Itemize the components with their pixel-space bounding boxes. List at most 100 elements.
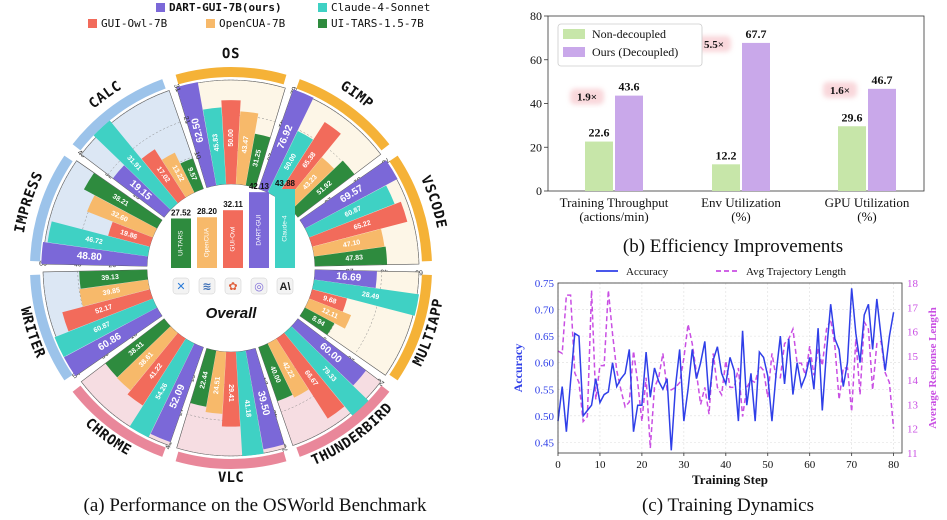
x-tick-label: 80 <box>888 459 900 471</box>
sector-ring <box>296 385 390 457</box>
grid-arc <box>354 271 383 355</box>
legend-swatch <box>318 3 327 12</box>
category-group: 12.2 67.7 5.5× Env Utilization(%) <box>697 27 781 224</box>
radial-bar <box>176 82 217 188</box>
bar-value-label: 43.6 <box>619 80 640 94</box>
bar <box>615 95 643 191</box>
radial-bar <box>150 343 204 443</box>
bar-value-label: 22.6 <box>589 126 610 140</box>
y-right-tick-label: 17 <box>907 302 919 314</box>
radial-bar <box>305 185 395 238</box>
radial-bar <box>305 298 352 329</box>
legend-label: Non-decoupled <box>592 27 666 41</box>
radial-bar <box>258 89 314 193</box>
overall-bar <box>223 210 243 268</box>
speedup-glow <box>697 35 731 52</box>
y-left-tick-label: 0.55 <box>535 384 555 396</box>
radial-bar <box>236 350 264 457</box>
radial-bar <box>258 343 293 402</box>
y-tick-label: 80 <box>530 9 542 23</box>
radial-tick-label: 31 <box>172 83 181 93</box>
bar <box>585 141 613 191</box>
training-dynamics-chart: 0 10 20 30 40 50 60 70 80 0.45 0.50 0.55 0.60 0.65 0.7… <box>511 266 939 487</box>
grid-arc <box>107 121 181 175</box>
sector-ring <box>296 79 390 151</box>
category-label: (actions/min) <box>579 209 648 224</box>
x-axis-label: Training Step <box>692 472 768 487</box>
overall-bar-group: 28.20 OpenCUA ≋ <box>197 207 218 295</box>
radial-bar-value: 39.13 <box>101 274 119 282</box>
bar-value-label: 12.2 <box>716 148 737 162</box>
dart-logo-icon <box>250 277 268 295</box>
y-right-tick-label: 14 <box>907 375 919 387</box>
radial-bar <box>312 279 419 316</box>
radial-bar <box>141 149 186 203</box>
overall-bar-value: 32.11 <box>223 200 243 209</box>
overall-bar-name: DART-GUI <box>256 214 263 245</box>
legend-swatch <box>206 19 215 28</box>
radial-bar <box>63 307 162 376</box>
sector-ring <box>175 66 287 85</box>
legend-label: GUI-Owl-7B <box>101 17 168 30</box>
y-tick-label: 40 <box>530 97 542 111</box>
overall-bar-group: 43.88 Claude-4 A\ <box>275 179 296 295</box>
radial-bar <box>276 122 341 203</box>
y-left-tick-label: 0.75 <box>535 278 555 290</box>
radial-bar <box>113 165 171 218</box>
legend-label: OpenCUA-7B <box>219 17 286 30</box>
overall-bar-value: 42.13 <box>249 182 270 191</box>
radial-bar-value: 45.83 <box>212 133 221 151</box>
claude-logo-icon <box>276 277 294 295</box>
y-left-tick-label: 0.50 <box>535 411 555 423</box>
radial-bar <box>127 333 186 406</box>
sector-thunderbird: 24487360.0079.3366.6742.2240.00THUNDERBI… <box>258 318 395 469</box>
radial-bar <box>267 130 314 198</box>
radial-bar-value: 9.68 <box>322 295 337 306</box>
overall-title: Overall <box>206 305 258 322</box>
radial-bar <box>284 326 371 419</box>
radial-bar <box>245 133 271 188</box>
legend-box <box>557 23 703 67</box>
overall-bar-name: Claude-4 <box>282 215 289 242</box>
sector-ring <box>72 79 166 151</box>
radial-bar <box>87 195 157 238</box>
y-right-tick-label: 16 <box>907 327 919 339</box>
radial-bar <box>267 338 309 398</box>
x-tick-label: 30 <box>678 459 690 471</box>
radial-bar <box>291 160 355 218</box>
radial-bar <box>161 152 195 198</box>
panel-b-legend: Non-decoupled Ours (Decoupled) <box>557 23 703 67</box>
x-tick-label: 70 <box>846 459 858 471</box>
legend-label: UI-TARS-1.5-7B <box>331 17 424 30</box>
sector-ring <box>30 274 73 381</box>
radial-bar <box>108 221 153 247</box>
radial-bar <box>79 269 148 289</box>
panel-b-bar-chart: 0 20 40 60 80 22.6 43.6 1.9× Training Throughput… <box>530 9 925 257</box>
speedup-glow <box>823 81 857 98</box>
panel-a-legend: DART-GUI-7B(ours) Claude-4-Sonnet GUI-Owl-… <box>88 1 430 30</box>
y-tick-label: 0 <box>536 184 542 198</box>
category-label: Env Utilization <box>701 195 781 210</box>
radial-bar <box>236 111 259 186</box>
x-tick-label: 40 <box>720 459 732 471</box>
radial-bar <box>221 100 241 185</box>
bar <box>838 126 866 191</box>
radial-bar <box>291 318 366 386</box>
panel-a-radial-chart: DART-GUI-7B(ours) Claude-4-Sonnet GUI-Owl-… <box>12 1 449 516</box>
overall-bar <box>171 218 191 268</box>
y-right-tick-label: 11 <box>907 448 918 460</box>
overall-bar <box>275 189 295 268</box>
legend-swatch <box>156 3 165 12</box>
speedup-label: 1.6× <box>830 85 850 97</box>
overall-bar-group: 27.52 UI-TARS ✕ <box>171 208 192 295</box>
panel-c-legend: Accuracy Avg Trajectory Length <box>596 266 847 278</box>
category-group: 22.6 43.6 1.9× Training Throughput(actions/… <box>560 80 669 224</box>
radial-bar <box>93 120 178 210</box>
y-right-tick-label: 18 <box>907 278 919 290</box>
